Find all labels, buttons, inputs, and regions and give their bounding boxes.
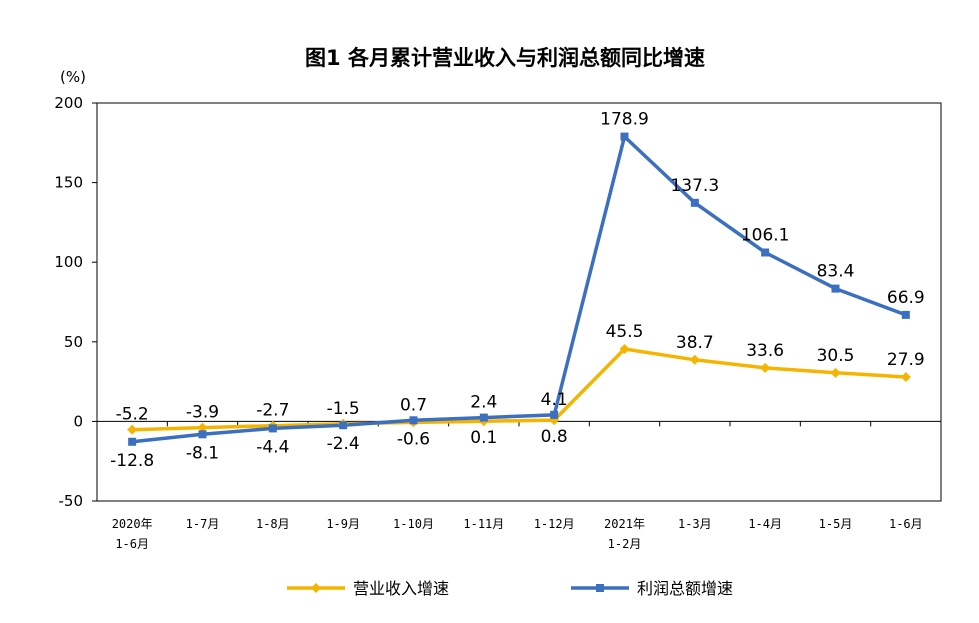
data-label: -2.7	[256, 401, 289, 421]
data-point-marker	[197, 422, 208, 433]
data-point-marker	[901, 310, 910, 319]
x-tick-label: 2021年	[604, 517, 645, 531]
data-label: -5.2	[116, 405, 149, 425]
data-point-marker	[127, 424, 138, 435]
chart-title: 图1 各月累计营业收入与利润总额同比增速	[305, 46, 705, 70]
data-label: 30.5	[817, 346, 855, 366]
data-point-marker	[619, 343, 630, 354]
x-tick-label: 1-6月	[115, 537, 149, 551]
x-tick-label: 1-9月	[326, 517, 360, 531]
data-point-marker	[760, 362, 771, 373]
data-label: 0.8	[541, 427, 568, 447]
data-label: 106.1	[741, 225, 790, 245]
y-tick-label: 150	[54, 174, 83, 192]
legend-label: 营业收入增速	[353, 579, 449, 598]
data-label: -2.4	[327, 434, 360, 454]
plot-frame	[96, 102, 942, 502]
x-tick-label: 1-6月	[889, 517, 923, 531]
data-label: -3.9	[186, 403, 219, 423]
x-tick-label: 1-11月	[463, 517, 504, 531]
data-label: -12.8	[110, 451, 154, 471]
y-tick-label: 0	[73, 412, 83, 430]
y-tick-label: 100	[54, 253, 83, 271]
data-label: 33.6	[746, 341, 784, 361]
data-label: 178.9	[600, 110, 649, 130]
y-tick-label: -50	[59, 492, 84, 510]
data-label: -8.1	[186, 443, 219, 463]
data-point-marker	[128, 437, 137, 446]
data-label: 45.5	[606, 322, 644, 342]
series-line-2	[132, 134, 907, 444]
data-label: -0.6	[397, 429, 430, 449]
y-tick-label: 200	[54, 94, 83, 112]
data-point-marker	[830, 367, 841, 378]
y-axis-unit-label: (%)	[60, 68, 86, 86]
data-point-marker	[831, 284, 840, 293]
data-label: 0.7	[400, 395, 427, 415]
x-tick-label: 1-8月	[256, 517, 290, 531]
data-point-marker	[198, 430, 207, 439]
data-point-marker	[479, 413, 488, 422]
y-tick-label: 50	[64, 333, 83, 351]
data-label: 27.9	[887, 350, 925, 370]
data-label: -1.5	[327, 399, 360, 419]
data-point-marker	[339, 421, 348, 430]
data-point-marker	[409, 416, 418, 425]
x-tick-label: 2020年	[112, 517, 153, 531]
data-label: 2.4	[470, 393, 497, 413]
data-label: 0.1	[470, 428, 497, 448]
data-point-marker	[900, 371, 911, 382]
legend-label: 利润总额增速	[637, 579, 733, 598]
data-point-marker	[690, 198, 699, 207]
x-tick-label: 1-3月	[678, 517, 712, 531]
data-label: 83.4	[817, 262, 855, 282]
x-tick-label: 1-5月	[819, 517, 853, 531]
legend-marker	[596, 584, 604, 592]
data-label: 4.1	[541, 390, 568, 410]
x-tick-label: 1-7月	[186, 517, 220, 531]
data-point-marker	[689, 354, 700, 365]
x-tick-label: 1-10月	[393, 517, 434, 531]
data-point-marker	[268, 424, 277, 433]
data-label: -4.4	[256, 437, 289, 457]
x-tick-label: 1-2月	[608, 537, 642, 551]
x-tick-label: 1-4月	[748, 517, 782, 531]
legend-marker	[311, 583, 321, 593]
data-label: 137.3	[670, 176, 719, 196]
data-label: 66.9	[887, 288, 925, 308]
x-tick-label: 1-12月	[534, 517, 575, 531]
data-point-marker	[620, 132, 629, 141]
data-point-marker	[550, 410, 559, 419]
data-label: 38.7	[676, 333, 714, 353]
series-line-1	[132, 347, 906, 432]
data-point-marker	[761, 248, 770, 257]
